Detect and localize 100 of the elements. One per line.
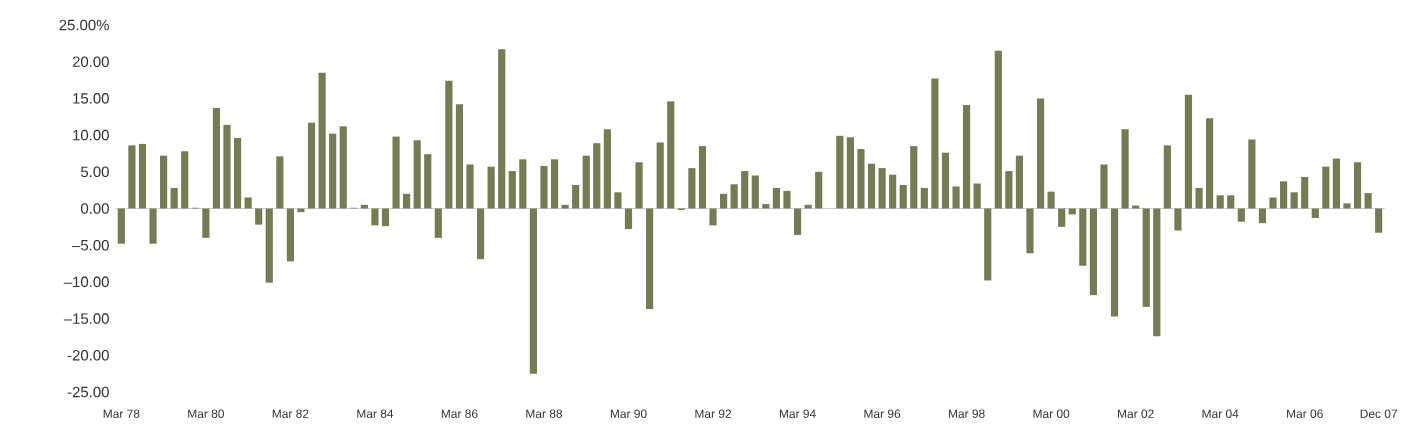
bar [1005,171,1013,209]
x-tick-label: Mar 98 [948,409,985,418]
bar [360,204,368,209]
bar [1195,187,1203,209]
bar [815,171,823,209]
y-tick-label: –5.00 [72,239,109,251]
bar [751,175,759,209]
bar [973,183,981,209]
bar [424,154,432,209]
y-tick-label: -25.00 [67,386,109,398]
bar [445,80,453,209]
bar [720,193,728,209]
bar [1322,166,1330,209]
y-tick-label: –10.00 [63,276,109,288]
x-tick-label: Mar 82 [272,409,309,418]
bar [1100,164,1108,209]
bar [582,155,590,209]
bar [307,122,316,209]
bar [329,133,337,209]
bar [550,159,559,209]
bar [1184,94,1193,209]
bar [1343,203,1351,209]
bar [1269,197,1277,209]
bar [614,192,622,209]
bar [836,135,844,209]
x-tick-label: Mar 02 [1118,409,1154,418]
bar [1026,208,1034,254]
bar [867,163,876,209]
bar [1364,193,1372,209]
bar [1110,208,1119,317]
bar [994,50,1002,209]
x-tick-label: Mar 00 [1033,409,1070,418]
bar [1015,155,1024,209]
bar [403,193,411,209]
bar [244,197,252,209]
bar [1121,129,1129,209]
bar [688,168,696,209]
bar [741,171,749,209]
bar [878,168,886,209]
x-tick-label: Mar 06 [1287,409,1323,418]
bar [920,187,928,209]
bar [297,208,305,213]
bar [1174,208,1182,231]
bar [1047,191,1055,209]
bar [1353,162,1362,209]
bar [181,151,189,209]
bar [1132,205,1140,209]
x-tick-label: Dec 07 [1360,409,1397,418]
bar [476,208,485,260]
bar [1375,208,1383,233]
bar [265,208,273,283]
x-tick-label: Mar 88 [526,409,563,418]
bar [138,143,147,209]
bar [455,104,464,209]
bar [223,124,231,209]
bar [1237,208,1245,222]
bar [202,208,210,238]
bar [1311,208,1319,219]
bar [762,204,770,209]
y-tick-label: –15.00 [63,313,109,324]
bar [286,208,294,262]
bar [149,208,157,244]
bar [635,162,643,209]
bar [952,186,960,209]
y-tick-label: 5.00 [80,166,109,178]
x-tick-label: Mar 84 [357,409,394,418]
bar [1206,118,1214,209]
bar [519,159,527,209]
x-tick-label: Mar 90 [610,409,647,418]
x-tick-label: Mar 78 [103,409,140,418]
bar [1089,208,1097,296]
bar [255,208,263,225]
x-tick-label: Mar 92 [695,409,732,418]
bar [233,138,242,209]
bar [889,174,897,209]
bar [1163,145,1171,209]
bar [371,208,379,226]
bar [793,208,802,235]
bar [561,204,569,209]
bar [698,146,707,209]
bar [593,143,601,209]
bar [772,187,781,209]
bar [1248,139,1256,209]
bar [624,208,633,230]
bar [413,140,421,209]
bar [931,78,939,209]
bar [656,142,664,209]
bar [1258,208,1267,224]
bar [783,190,791,209]
bar [1142,208,1150,307]
bar [1036,98,1045,209]
bar [1227,195,1235,209]
y-tick-label: 15.00 [73,93,109,104]
y-tick-label: 20.00 [72,56,109,67]
bar [1216,195,1224,209]
bar [709,208,717,226]
y-tick-label: 0.00 [80,203,109,214]
bar [276,156,284,209]
x-tick-label: Mar 96 [864,409,901,418]
bar [381,208,390,227]
